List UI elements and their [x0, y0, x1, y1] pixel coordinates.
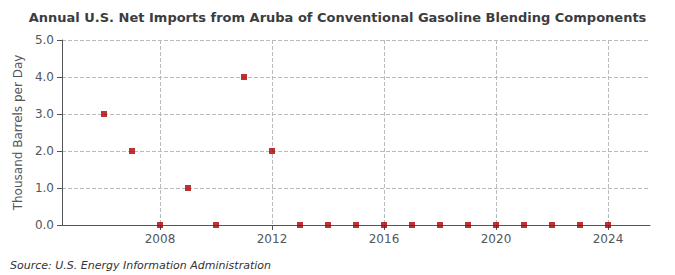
- svg-text:Thousand Barrels per Day: Thousand Barrels per Day: [11, 55, 25, 212]
- svg-text:5.0: 5.0: [35, 33, 54, 47]
- svg-text:2012: 2012: [257, 232, 288, 246]
- svg-text:2024: 2024: [593, 232, 624, 246]
- svg-text:2008: 2008: [145, 232, 176, 246]
- svg-text:0.0: 0.0: [35, 218, 54, 232]
- svg-text:1.0: 1.0: [35, 181, 54, 195]
- svg-text:2016: 2016: [369, 232, 400, 246]
- svg-text:2.0: 2.0: [35, 144, 54, 158]
- svg-text:Source: U.S. Energy Informatio: Source: U.S. Energy Information Administ…: [10, 259, 271, 272]
- svg-text:Annual U.S. Net Imports from A: Annual U.S. Net Imports from Aruba of Co…: [29, 10, 647, 25]
- svg-text:4.0: 4.0: [35, 70, 54, 84]
- svg-text:3.0: 3.0: [35, 107, 54, 121]
- svg-text:2020: 2020: [481, 232, 512, 246]
